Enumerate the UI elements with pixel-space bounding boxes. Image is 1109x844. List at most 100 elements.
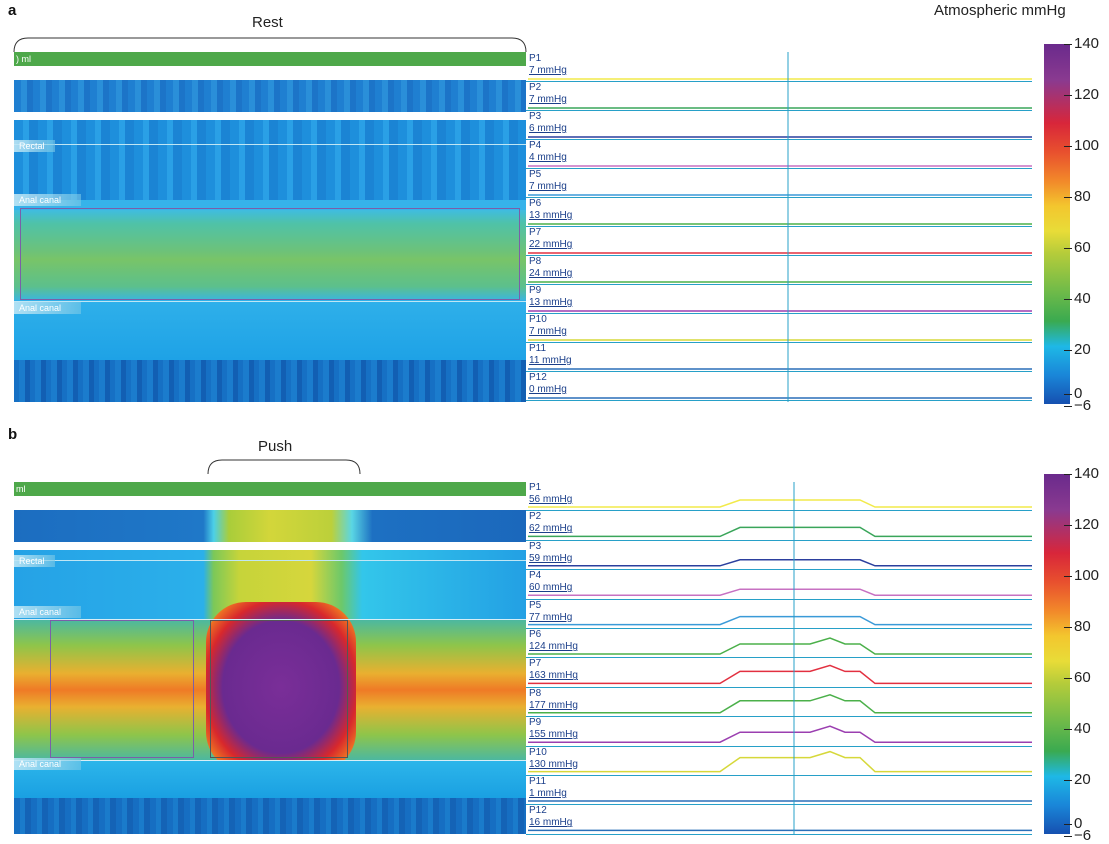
channel-name: P10: [529, 314, 547, 325]
channel-rule: [526, 804, 1032, 806]
scale-tick-label: 140: [1074, 35, 1100, 52]
channel-value: 155 mmHg: [529, 729, 578, 741]
scale-tick-mark: [1064, 836, 1072, 837]
channel-value: 124 mmHg: [529, 641, 578, 652]
channel-p1: P1 56 mmHg: [526, 482, 1032, 512]
channel-name: P5: [529, 169, 542, 180]
channel-rule: [526, 313, 1032, 314]
panel-a-anal-upper-tag: Anal canal: [14, 194, 81, 206]
channel-value: 7 mmHg: [529, 181, 567, 192]
channel-value: 0 mmHg: [529, 384, 567, 395]
channel-name: P8: [529, 256, 542, 267]
channel-name: P10: [529, 746, 547, 758]
channel-name: P3: [529, 111, 542, 122]
panel-b-rectal-tag: Rectal: [14, 555, 55, 567]
channel-name: P5: [529, 599, 542, 611]
channel-name: P12: [529, 805, 547, 817]
channel-name: P6: [529, 629, 542, 640]
scale-tick-label: 0: [1074, 385, 1083, 402]
panel-b-heatmap: [14, 482, 526, 834]
scale-tick-mark: [1064, 576, 1072, 577]
scale-tick-mark: [1064, 248, 1072, 249]
channel-p9: P9 13 mmHg: [526, 285, 1032, 314]
scale-tick-label: 0: [1074, 815, 1083, 832]
scale-tick-mark: [1064, 394, 1072, 395]
channel-name: P2: [529, 511, 542, 523]
scale-tick-mark: [1064, 525, 1072, 526]
channel-name: P2: [529, 82, 542, 93]
channel-value: 7 mmHg: [529, 65, 567, 76]
scale-tick-mark: [1064, 627, 1072, 628]
channel-rule: [526, 110, 1032, 111]
channel-p10: P10 7 mmHg: [526, 314, 1032, 343]
channel-rule: [526, 197, 1032, 198]
channel-name: P1: [529, 482, 542, 493]
channel-p11: P11 1 mmHg: [526, 776, 1032, 806]
channel-rule: [526, 139, 1032, 140]
scale-tick-label: 100: [1074, 137, 1100, 154]
scale-tick-label: 20: [1074, 341, 1091, 358]
channel-rule: [526, 255, 1032, 256]
channel-value: 16 mmHg: [529, 817, 573, 829]
channel-value: 59 mmHg: [529, 552, 573, 564]
panel-b-volume-label: ml: [16, 484, 26, 494]
channel-rule: [526, 168, 1032, 169]
channel-rule: [526, 657, 1032, 659]
panel-b-colorbar: [1044, 474, 1070, 834]
panel-a-heatmap: [14, 52, 526, 402]
channel-name: P6: [529, 198, 542, 209]
channel-name: P9: [529, 285, 542, 296]
rest-label: Rest: [252, 14, 283, 31]
channel-p4: P4 4 mmHg: [526, 140, 1032, 169]
channel-rule: [526, 716, 1032, 718]
channel-value: 7 mmHg: [529, 94, 567, 105]
channel-name: P4: [529, 140, 542, 151]
channel-rule: [526, 833, 1032, 835]
anal-canal-box: [20, 208, 520, 300]
channel-p9: P9 155 mmHg: [526, 717, 1032, 747]
push-label: Push: [258, 438, 293, 455]
panel-a-rectal-tag: Rectal: [14, 140, 55, 152]
scale-tick-label: 140: [1074, 465, 1100, 482]
scale-tick-mark: [1064, 350, 1072, 351]
scale-tick-mark: [1064, 146, 1072, 147]
scale-tick-mark: [1064, 474, 1072, 475]
channel-p12: P12 0 mmHg: [526, 372, 1032, 401]
channel-value: 77 mmHg: [529, 611, 573, 623]
channel-p10: P10 130 mmHg: [526, 747, 1032, 776]
channel-value: 4 mmHg: [529, 152, 567, 163]
scale-tick-label: 120: [1074, 86, 1100, 103]
channel-p3: P3 59 mmHg: [526, 540, 1032, 571]
panel-b-letter: b: [8, 426, 18, 443]
channel-value: 6 mmHg: [529, 123, 567, 134]
scale-tick-label: −6: [1074, 827, 1092, 844]
channel-p12: P12 16 mmHg: [526, 805, 1032, 835]
scale-tick-label: 20: [1074, 771, 1091, 788]
channel-name: P7: [529, 658, 542, 670]
channel-value: 56 mmHg: [529, 494, 573, 505]
scale-tick-mark: [1064, 299, 1072, 300]
channel-p7: P7 163 mmHg: [526, 658, 1032, 688]
channel-value: 7 mmHg: [529, 326, 567, 337]
channel-value: 11 mmHg: [529, 355, 572, 366]
scale-tick-label: 60: [1074, 669, 1091, 686]
channel-rule: [526, 371, 1032, 372]
channel-rule: [526, 774, 1032, 776]
channel-name: P11: [529, 776, 547, 787]
channel-p8: P8 177 mmHg: [526, 688, 1032, 718]
channel-name: P11: [529, 343, 547, 354]
channel-p7: P7 22 mmHg: [526, 227, 1032, 256]
channel-value: 13 mmHg: [529, 297, 573, 308]
baseline-box: [50, 620, 194, 758]
panel-b-anal-upper-tag: Anal canal: [14, 606, 81, 618]
scale-tick-label: 120: [1074, 516, 1100, 533]
channel-name: P9: [529, 717, 542, 729]
channel-name: P3: [529, 540, 542, 552]
scale-tick-mark: [1064, 780, 1072, 781]
channel-rule: [526, 400, 1032, 401]
channel-rule: [526, 745, 1032, 747]
scale-title: Atmospheric mmHg: [934, 2, 1066, 19]
scale-tick-label: 40: [1074, 290, 1091, 307]
channel-p6: P6 13 mmHg: [526, 198, 1032, 227]
channel-rule: [526, 226, 1032, 227]
